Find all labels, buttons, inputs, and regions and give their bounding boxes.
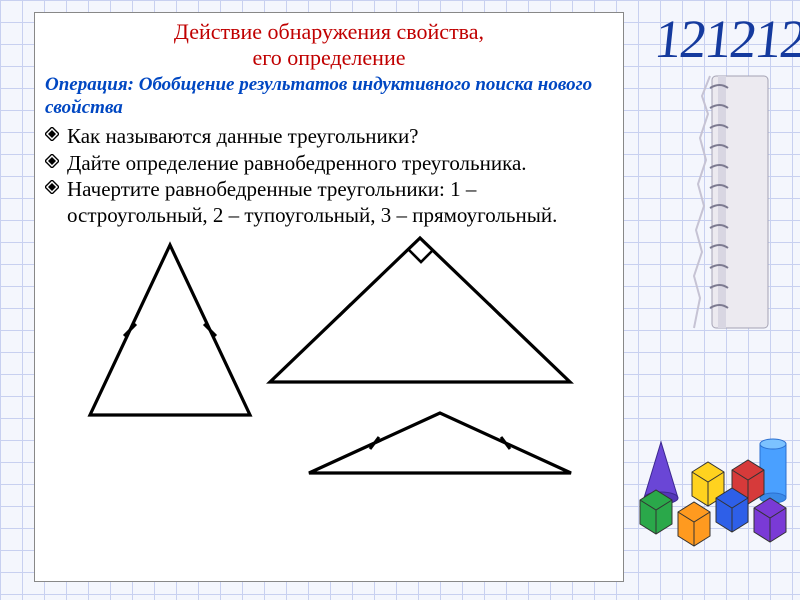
content-frame: Действие обнаружения свойства, его опред… [34, 12, 624, 582]
title-line1: Действие обнаружения свойства, [174, 19, 484, 44]
bullet-item: Дайте определение равнобедренного треуго… [45, 150, 613, 176]
diamond-bullet-icon [45, 154, 59, 168]
bullet-item: Начертите равнобедренные треугольники: 1… [45, 176, 613, 229]
diamond-bullet-icon [45, 180, 59, 194]
triangle-obtuse [295, 405, 585, 485]
triangles-area [45, 230, 613, 485]
triangle-right [255, 230, 585, 395]
bullet-list: Как называются данные треугольники? Дайт… [45, 123, 613, 228]
decor-numbers: 1212121 [652, 8, 800, 70]
operation-text: Операция: Обобщение результатов индуктив… [45, 74, 613, 120]
bullet-text: Начертите равнобедренные треугольники: 1… [67, 176, 613, 229]
slide-title: Действие обнаружения свойства, его опред… [45, 19, 613, 72]
title-line2: его определение [252, 45, 405, 70]
bullet-text: Как называются данные треугольники? [67, 123, 613, 149]
bullet-text: Дайте определение равнобедренного треуго… [67, 150, 613, 176]
triangle-acute [75, 240, 265, 425]
bullet-item: Как называются данные треугольники? [45, 123, 613, 149]
diamond-bullet-icon [45, 127, 59, 141]
